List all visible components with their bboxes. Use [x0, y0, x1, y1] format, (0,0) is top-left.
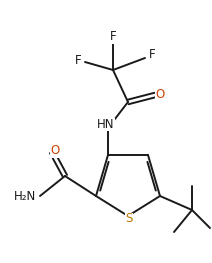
Text: F: F [149, 48, 155, 62]
Text: O: O [50, 144, 60, 158]
Text: HN: HN [97, 118, 115, 130]
Text: O: O [155, 88, 165, 100]
Text: F: F [75, 54, 81, 68]
Text: S: S [125, 213, 133, 225]
Text: F: F [110, 31, 116, 43]
Text: H₂N: H₂N [14, 190, 36, 203]
